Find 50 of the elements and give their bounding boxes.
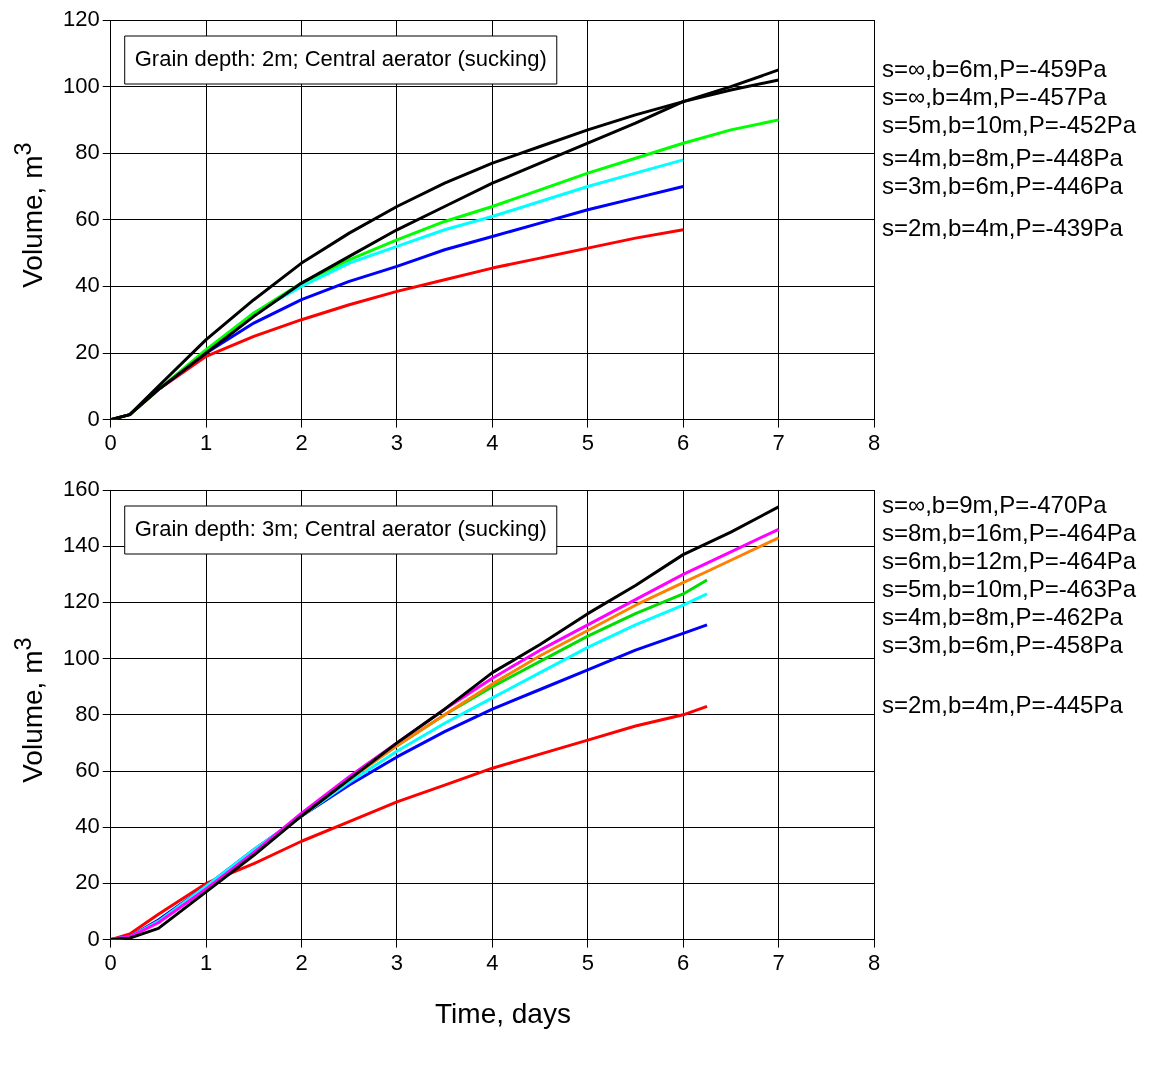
text: s=5m,b=10m,P=-452Pa <box>882 110 1137 138</box>
y-tick-label: 120 <box>62 6 100 32</box>
y-tick-label: 160 <box>62 476 100 502</box>
x-tick-label: 8 <box>867 429 881 455</box>
x-tick-label: 4 <box>486 949 499 975</box>
text: s=4m,b=8m,P=-462Pa <box>882 603 1124 631</box>
y-tick-label: 100 <box>62 644 100 670</box>
x-tick-label: 1 <box>199 429 213 455</box>
text: s=∞,b=9m,P=-470Pa <box>882 491 1108 519</box>
y-tick-label: 20 <box>75 339 100 365</box>
y-tick-label: 0 <box>87 405 100 431</box>
x-tick-label: 2 <box>295 949 308 975</box>
x-tick-label: 5 <box>581 949 594 975</box>
text: s=4m,b=8m,P=-448Pa <box>882 144 1124 172</box>
x-tick-label: 2 <box>295 429 308 455</box>
y-tick-label: 80 <box>75 700 100 726</box>
y-tick-label: 0 <box>87 925 100 951</box>
y-tick-label: 40 <box>75 813 100 839</box>
y-tick-label: 60 <box>75 757 100 783</box>
x-tick-label: 8 <box>867 949 881 975</box>
x-tick-label: 0 <box>104 949 117 975</box>
x-tick-label: 3 <box>390 949 404 975</box>
text: s=∞,b=4m,P=-457Pa <box>882 82 1108 110</box>
annotation: Grain depth: 2m; Central aerator (sucking) <box>134 46 547 72</box>
text: s=2m,b=4m,P=-439Pa <box>882 214 1124 242</box>
x-tick-label: 4 <box>486 429 499 455</box>
text: s=3m,b=6m,P=-446Pa <box>882 172 1124 200</box>
text: s=8m,b=16m,P=-464Pa <box>882 519 1137 547</box>
y-tick-label: 40 <box>75 272 100 298</box>
x-tick-label: 7 <box>772 429 785 455</box>
text: s=5m,b=10m,P=-463Pa <box>882 575 1137 603</box>
text: s=6m,b=12m,P=-464Pa <box>882 547 1137 575</box>
text: s=∞,b=6m,P=-459Pa <box>882 54 1108 82</box>
y-tick-label: 100 <box>62 72 100 98</box>
x-tick-label: 7 <box>772 949 785 975</box>
y-tick-label: 140 <box>62 532 100 558</box>
text: s=2m,b=4m,P=-445Pa <box>882 690 1124 718</box>
x-tick-label: 0 <box>104 429 117 455</box>
x-tick-label: 3 <box>390 429 404 455</box>
y-tick-label: 80 <box>75 139 100 165</box>
text: s=3m,b=6m,P=-458Pa <box>882 631 1124 659</box>
annotation: Grain depth: 3m; Central aerator (sucking) <box>134 516 547 542</box>
x-tick-label: 6 <box>677 429 690 455</box>
y-tick-label: 120 <box>62 588 100 614</box>
x-tick-label: 5 <box>581 429 594 455</box>
x-tick-label: 6 <box>677 949 690 975</box>
y-tick-label: 20 <box>75 869 100 895</box>
y-tick-label: 60 <box>75 205 100 231</box>
x-axis-title: Time, days <box>434 998 572 1030</box>
x-tick-label: 1 <box>199 949 213 975</box>
